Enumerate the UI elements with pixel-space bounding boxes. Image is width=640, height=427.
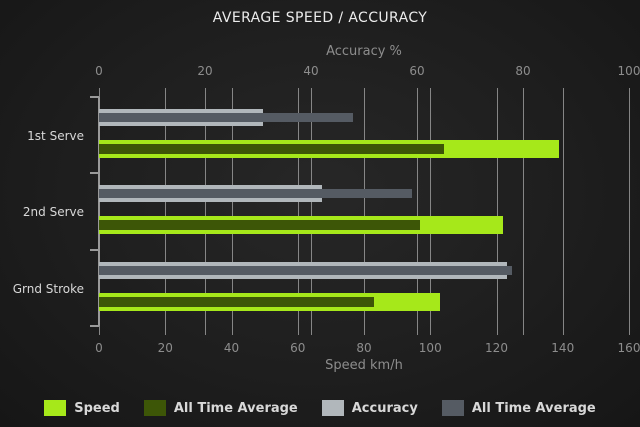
top-axis-label: Accuracy % [326,44,402,59]
bar-accuracy-average [99,189,412,199]
gridline [430,88,431,335]
bottom-tick-label: 120 [485,341,508,355]
legend-item: Accuracy [321,400,418,416]
plot-area [90,88,630,335]
legend-item: All Time Average [441,400,596,416]
bottom-tick-label: 160 [617,341,640,355]
legend-swatch-speed [44,400,67,416]
gridline [523,88,524,335]
legend-swatch-all-time-average [143,400,166,416]
top-tick-label: 60 [409,64,425,78]
category-labels: 1st Serve 2nd Serve Grnd Stroke [0,0,100,427]
top-tick-label: 80 [515,64,531,78]
bottom-tick-label: 80 [356,341,372,355]
legend-swatch-accuracy [321,400,344,416]
gridline [417,88,418,335]
bottom-tick-label: 140 [551,341,575,355]
bar-accuracy-average [99,113,354,122]
gridline [232,88,233,335]
legend-swatch-all-time-average [441,400,464,416]
y-axis-tick [90,172,99,174]
bar-group [99,250,629,326]
legend-label: Accuracy [351,400,418,416]
gridline [165,88,166,335]
bar-group [99,173,629,249]
top-tick-label: 100 [617,64,640,78]
gridline [563,88,564,335]
bar-speed-average [99,144,444,154]
top-tick-label: 0 [95,64,103,78]
bottom-axis-ticks: 0 20 40 60 80 100 120 140 160 [0,341,640,355]
bottom-tick-label: 40 [223,341,240,355]
chart-title: AVERAGE SPEED / ACCURACY [212,10,428,26]
bottom-tick-label: 0 [95,341,103,355]
bottom-tick-label: 60 [290,341,306,355]
bar-group [99,97,629,173]
y-axis-tick [90,249,99,251]
y-axis-tick [90,96,99,98]
gridline [311,88,312,335]
legend-item: Speed [44,400,120,416]
gridline [497,88,498,335]
y-axis-spine [98,97,100,326]
bottom-axis-label: Speed km/h [325,358,403,373]
gridline [205,88,206,335]
legend: Speed All Time Average Accuracy All Time Av… [0,397,640,419]
legend-item: All Time Average [143,400,298,416]
bar-speed-average [99,296,374,307]
bottom-tick-label: 20 [157,341,173,355]
category-label: Grnd Stroke [12,281,84,296]
category-label: 2nd Serve [22,205,84,220]
legend-label: All Time Average [173,400,298,416]
category-label: 1st Serve [27,129,84,143]
gridline [298,88,299,335]
legend-label: All Time Average [471,400,596,416]
gridline [629,88,630,335]
top-tick-label: 40 [303,64,319,78]
top-tick-label: 20 [197,64,213,78]
bar-speed-average [99,220,421,231]
bottom-tick-label: 100 [418,341,442,355]
gridline [364,88,365,335]
legend-label: Speed [74,400,120,416]
top-axis-ticks: 0 20 40 60 80 100 [0,64,640,78]
y-axis-tick [90,325,99,327]
bar-accuracy-average [99,265,513,275]
